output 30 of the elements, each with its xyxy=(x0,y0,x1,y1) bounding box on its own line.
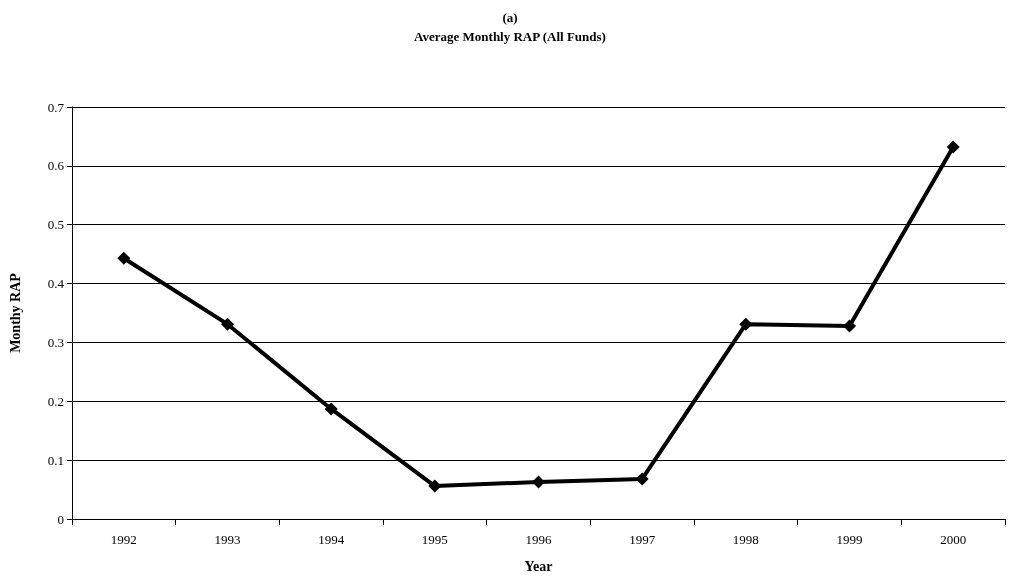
point xyxy=(739,317,753,331)
x-tick-label: 1995 xyxy=(421,532,448,547)
point xyxy=(221,317,234,331)
point xyxy=(946,140,960,154)
chart-subtitle: Average Monthly RAP (All Funds) xyxy=(414,29,606,44)
y-tick-label: 0.6 xyxy=(47,158,65,174)
y-tick-label: 0.2 xyxy=(47,393,64,409)
x-tick-label: 1994 xyxy=(318,532,345,547)
x-tick-label: 1996 xyxy=(525,532,552,547)
x-tick-label: 1999 xyxy=(836,532,863,547)
point xyxy=(635,472,649,486)
point xyxy=(428,479,442,493)
y-tick-label: 0.1 xyxy=(47,452,64,468)
point xyxy=(532,475,545,489)
x-tick-label: 2000 xyxy=(940,532,967,547)
y-tick-label: 0.4 xyxy=(47,276,65,292)
x-axis-title: Year xyxy=(524,558,553,574)
chart-title: (a) xyxy=(502,10,518,25)
point xyxy=(843,319,856,333)
y-tick-label: 0 xyxy=(57,511,64,527)
y-tick-label: 0.3 xyxy=(47,334,64,350)
x-tick-label: 1997 xyxy=(629,532,656,547)
x-tick-label: 1993 xyxy=(214,532,241,547)
y-axis-title: Monthy RAP xyxy=(7,272,23,353)
x-tick-label: 1992 xyxy=(110,532,137,547)
point xyxy=(324,402,338,416)
point xyxy=(117,251,131,265)
x-tick-label: 1998 xyxy=(732,532,759,547)
y-tick-label: 0.7 xyxy=(47,99,65,115)
y-tick-label: 0.5 xyxy=(47,217,64,233)
